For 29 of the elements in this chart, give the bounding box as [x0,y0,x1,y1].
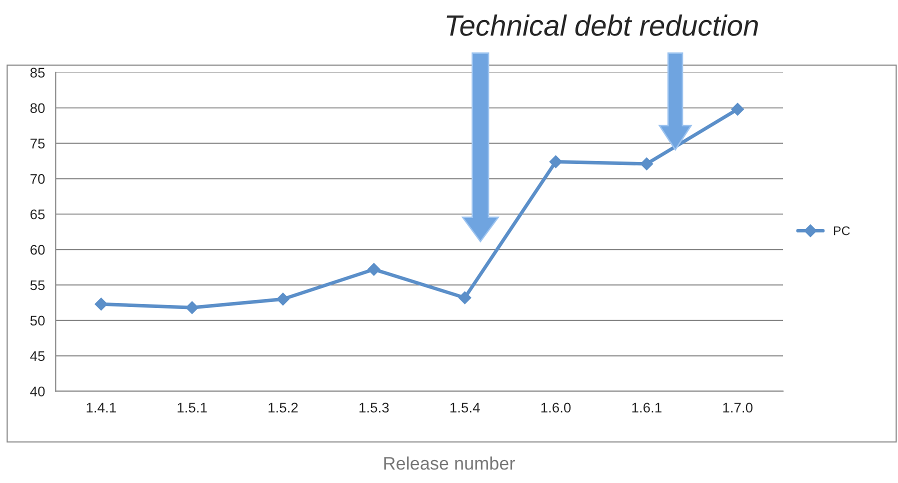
y-tick-label: 50 [30,316,45,326]
point [94,298,108,311]
point [367,262,380,276]
y-tick-label: 80 [30,103,45,114]
legend-label: PC [834,226,850,236]
y-tick-label: 60 [30,244,45,255]
point [458,291,472,304]
point [276,292,290,306]
point [731,102,744,116]
x-tick-label: 1.6.1 [632,402,662,413]
x-tick-label: 1.5.1 [178,402,207,413]
y-tick-label: 55 [30,280,45,290]
x-axis-title: Release number [384,456,515,470]
y-tick-label: 65 [30,209,45,220]
x-tick-label: 1.7.0 [723,402,752,413]
point [549,155,562,168]
x-tick-label: 1.5.4 [450,402,480,413]
point [640,157,654,170]
x-tick-label: 1.4.1 [86,402,116,412]
y-tick-label: 40 [30,386,45,396]
chart-title: Technical debt reduction [446,14,758,36]
y-tick-label: 70 [30,174,45,184]
y-tick-label: 45 [30,351,45,361]
y-tick-label: 75 [30,138,45,148]
x-tick-label: 1.6.0 [541,402,571,413]
point [186,301,198,314]
x-tick-label: 1.5.2 [268,402,298,413]
y-tick-label: 85 [30,68,45,78]
x-tick-label: 1.5.3 [360,402,389,413]
